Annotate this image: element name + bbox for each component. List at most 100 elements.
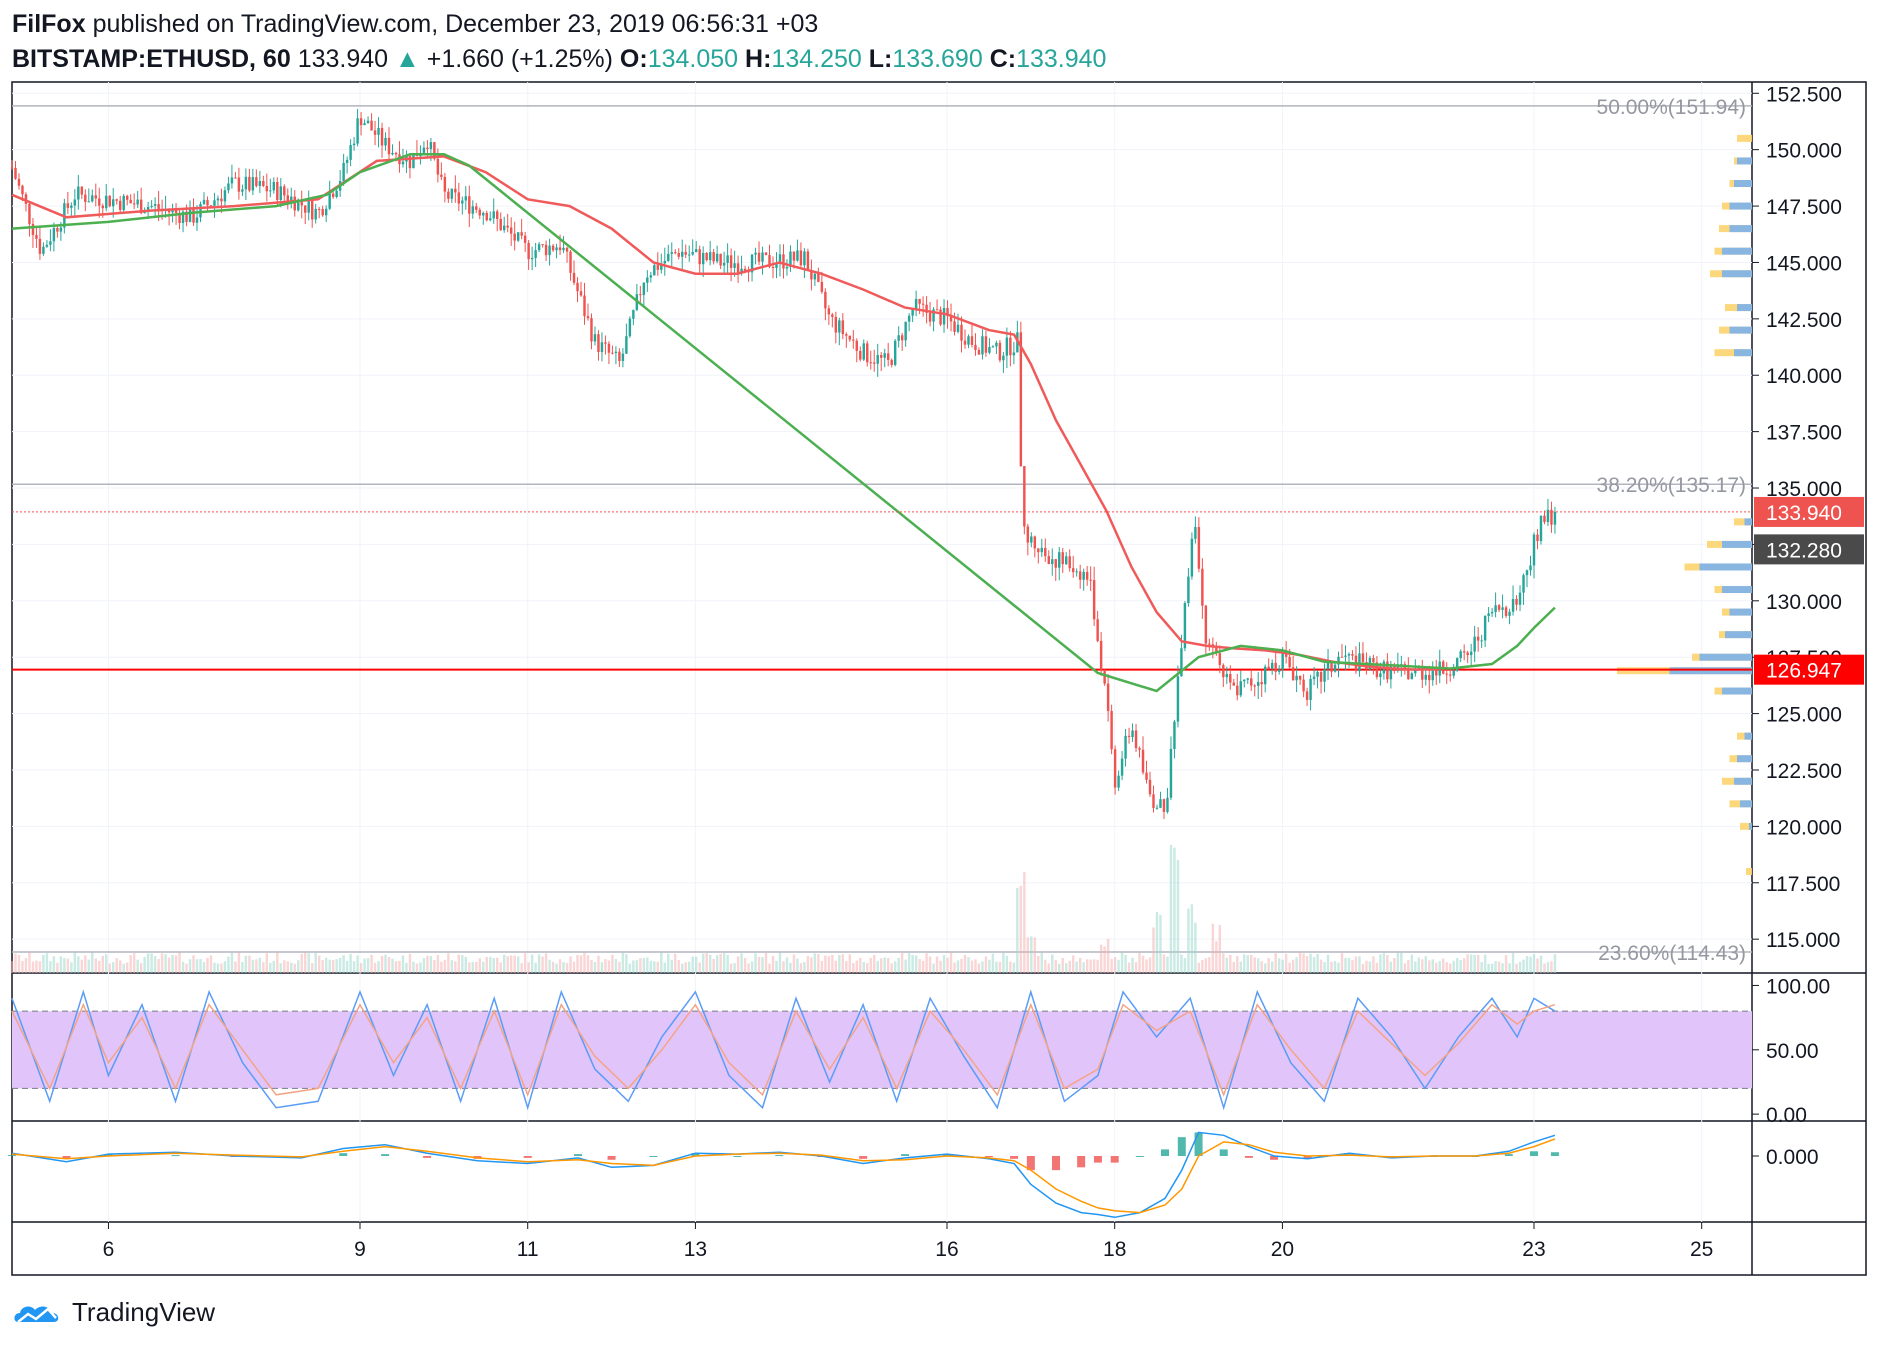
volume-bar bbox=[489, 956, 492, 973]
candle-body bbox=[757, 252, 761, 262]
volume-bar bbox=[660, 952, 663, 973]
candle-body bbox=[492, 211, 495, 219]
candle-body bbox=[363, 123, 366, 126]
volume-bar bbox=[1176, 860, 1180, 973]
candle-body bbox=[1243, 679, 1246, 682]
candle-body bbox=[28, 203, 31, 224]
candle-body bbox=[478, 209, 481, 216]
stoch-line bbox=[11, 1002, 1556, 1097]
volume-bar bbox=[963, 954, 967, 973]
candle-body bbox=[1166, 797, 1169, 812]
volume-bar bbox=[1407, 960, 1410, 973]
volume-bar bbox=[342, 955, 345, 973]
candle-body bbox=[377, 127, 380, 135]
volume-bar bbox=[366, 958, 370, 973]
volume-bar bbox=[139, 963, 143, 973]
last-price-label: 133.940 bbox=[1766, 502, 1842, 525]
volume-bar bbox=[1190, 904, 1194, 973]
macd-histogram-bar bbox=[171, 1155, 180, 1157]
candle-body bbox=[1138, 748, 1141, 750]
volume-bar bbox=[1330, 961, 1333, 973]
candle-body bbox=[1312, 676, 1316, 679]
candle-body bbox=[464, 196, 468, 201]
candle-body bbox=[502, 225, 506, 231]
candle-body bbox=[1536, 534, 1539, 542]
price-tick-label: 150.000 bbox=[1766, 140, 1842, 163]
candle-body bbox=[824, 291, 827, 309]
candle-body bbox=[304, 205, 307, 213]
volume-bar bbox=[796, 958, 799, 973]
volume-bar bbox=[482, 961, 485, 973]
candle-body bbox=[1099, 640, 1103, 672]
volume-bar bbox=[405, 962, 408, 973]
macd-histogram-bar bbox=[574, 1154, 583, 1156]
macd-histogram-bar bbox=[1529, 1151, 1538, 1156]
candle-body bbox=[482, 212, 485, 216]
candle-body bbox=[1386, 661, 1389, 680]
volume-bar bbox=[667, 953, 670, 973]
macd-histogram-bar bbox=[1026, 1156, 1035, 1171]
macd-histogram-bar bbox=[649, 1156, 658, 1157]
volume-bar bbox=[764, 953, 768, 973]
volume-bar bbox=[14, 953, 17, 973]
candle-body bbox=[653, 265, 656, 276]
candle-body bbox=[1508, 611, 1511, 616]
macd-histogram-bar bbox=[1135, 1156, 1144, 1157]
volume-bar bbox=[150, 953, 153, 973]
volume-bar bbox=[942, 955, 946, 973]
volume-bar bbox=[1546, 962, 1550, 973]
volume-bar bbox=[974, 959, 977, 973]
candle-body bbox=[705, 252, 708, 261]
price-tick-label: 147.500 bbox=[1766, 196, 1842, 219]
volume-bar bbox=[1110, 958, 1113, 973]
volume-bar bbox=[646, 957, 649, 973]
candle-body bbox=[1550, 509, 1553, 525]
candle-body bbox=[520, 232, 523, 236]
volume-bar bbox=[988, 959, 991, 973]
candle-body bbox=[1089, 579, 1092, 581]
volume-bar bbox=[1141, 955, 1145, 973]
volume-bar bbox=[831, 954, 834, 973]
symbol-name[interactable]: BITSTAMP:ETHUSD, 60 bbox=[12, 45, 291, 73]
volume-bar bbox=[1078, 958, 1082, 973]
candle-body bbox=[237, 177, 241, 192]
volume-bar bbox=[991, 953, 995, 973]
volume-bar bbox=[77, 956, 80, 973]
volume-bar bbox=[886, 957, 890, 973]
volume-bar bbox=[66, 958, 70, 973]
volume-bar bbox=[551, 961, 555, 973]
candle-body bbox=[785, 266, 789, 269]
volume-bar bbox=[1511, 952, 1515, 973]
volume-bar bbox=[523, 953, 527, 973]
candle-body bbox=[1002, 355, 1005, 361]
macd-line bbox=[11, 1138, 1556, 1214]
volume-bar bbox=[1382, 953, 1386, 973]
candle-body bbox=[1113, 749, 1117, 788]
fib-level-label: 50.00%(151.94) bbox=[1597, 96, 1746, 119]
volume-bar bbox=[785, 957, 789, 973]
volume-bar bbox=[429, 956, 433, 973]
volume-bar bbox=[1044, 959, 1047, 973]
author-name[interactable]: FilFox bbox=[12, 10, 86, 38]
volume-bar bbox=[1096, 959, 1099, 973]
candle-body bbox=[939, 309, 942, 325]
volume-bar bbox=[569, 956, 572, 973]
candle-body bbox=[1180, 648, 1183, 677]
candle-body bbox=[1518, 592, 1522, 605]
candle-body bbox=[146, 206, 150, 212]
candle-body bbox=[1085, 571, 1089, 580]
volume-bar bbox=[1414, 961, 1417, 973]
candle-body bbox=[576, 282, 579, 292]
volume-bar bbox=[63, 958, 66, 973]
volume-bar bbox=[321, 960, 324, 973]
volume-bar bbox=[1012, 962, 1016, 973]
candle-body bbox=[642, 282, 646, 296]
volume-bar bbox=[1194, 922, 1197, 973]
price-tick-label: 117.500 bbox=[1766, 873, 1840, 896]
volume-bar bbox=[506, 956, 509, 973]
volume-bar bbox=[338, 957, 342, 973]
candle-body bbox=[1065, 556, 1068, 565]
volume-bar bbox=[105, 954, 108, 973]
candle-body bbox=[35, 234, 38, 239]
